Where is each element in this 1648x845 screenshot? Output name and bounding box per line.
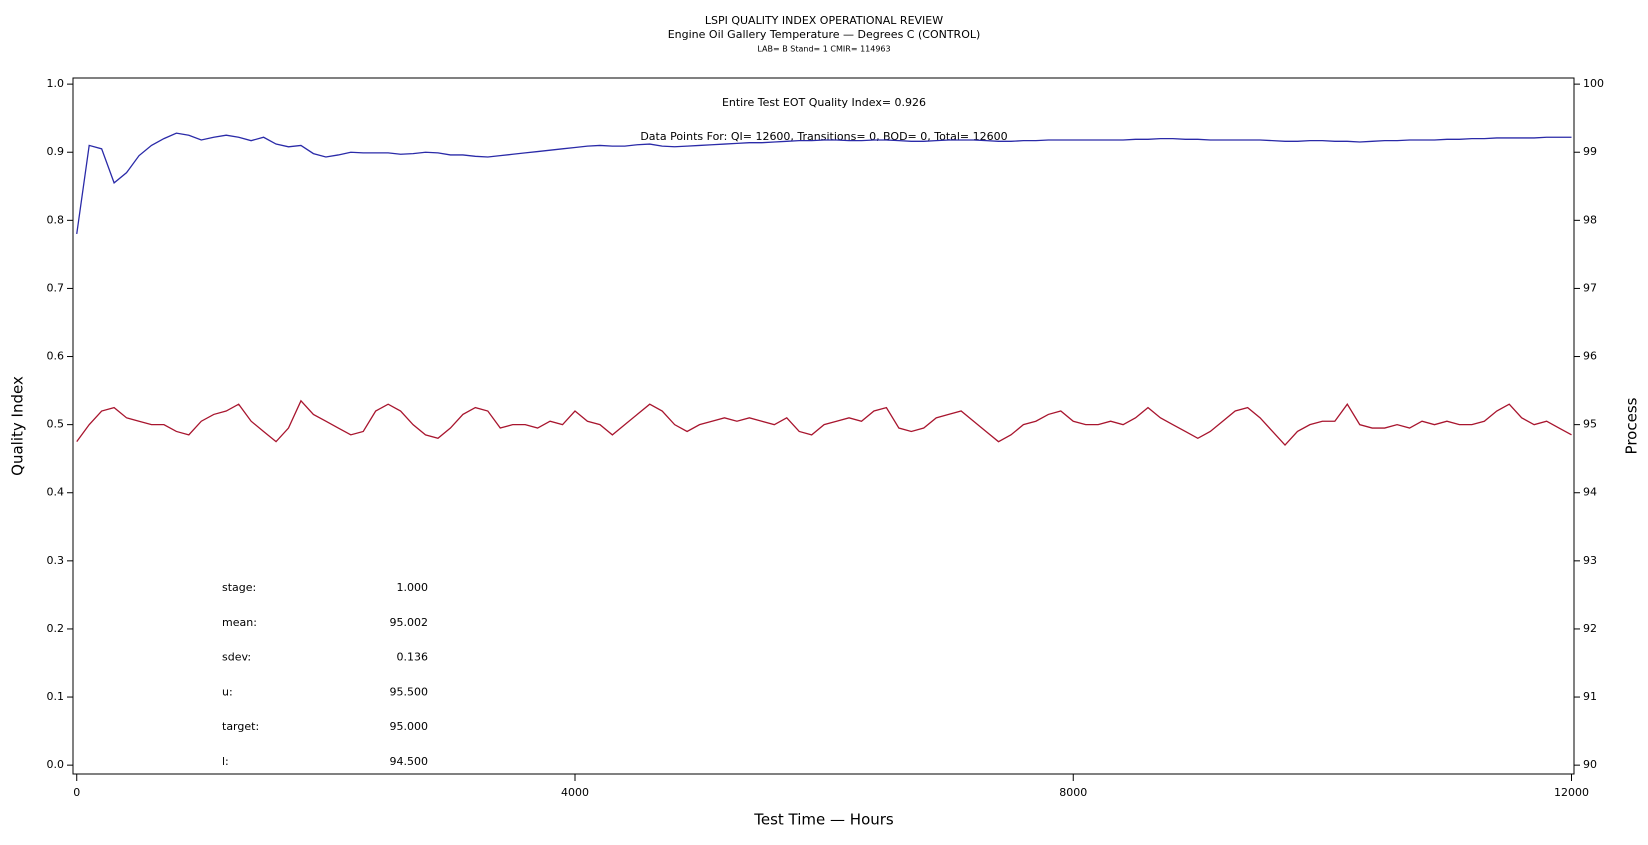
x-tick-label: 8000 xyxy=(1059,786,1087,799)
x-tick-label: 12000 xyxy=(1554,786,1589,799)
y-axis-label: Quality Index xyxy=(9,376,27,476)
y2-tick-label: 90 xyxy=(1583,758,1597,771)
data-line xyxy=(76,132,1572,235)
data-line xyxy=(76,399,1572,447)
stat-label: mean: xyxy=(222,616,257,629)
y2-tick-label: 95 xyxy=(1583,418,1597,431)
stat-label: stage: xyxy=(222,581,256,594)
stat-value: 95.002 xyxy=(390,616,429,629)
y2-tick-label: 94 xyxy=(1583,486,1597,499)
y2-tick-label: 97 xyxy=(1583,281,1597,294)
y2-tick-label: 91 xyxy=(1583,690,1597,703)
stat-label: u: xyxy=(222,685,233,698)
y-tick-label: 0.3 xyxy=(47,554,65,567)
y-tick-label: 0.9 xyxy=(47,145,65,158)
y2-tick-label: 96 xyxy=(1583,350,1597,363)
y2-tick-label: 93 xyxy=(1583,554,1597,567)
y-tick-label: 0.6 xyxy=(47,350,65,363)
annotation: Entire Test EOT Quality Index= 0.926 xyxy=(722,96,926,109)
y2-tick-label: 99 xyxy=(1583,145,1597,158)
chart-title: LSPI QUALITY INDEX OPERATIONAL REVIEW xyxy=(705,14,943,27)
y-tick-label: 0.8 xyxy=(47,213,65,226)
stat-value: 1.000 xyxy=(397,581,429,594)
chart-subtitle: Engine Oil Gallery Temperature — Degrees… xyxy=(668,28,981,41)
y2-axis-label: Process xyxy=(1623,397,1641,454)
stat-label: sdev: xyxy=(222,651,251,664)
y-tick-label: 0.1 xyxy=(47,690,65,703)
y-tick-label: 0.7 xyxy=(47,281,65,294)
y-tick-label: 0.5 xyxy=(47,418,65,431)
stat-label: target: xyxy=(222,720,259,733)
stat-value: 0.136 xyxy=(397,651,429,664)
y2-tick-label: 98 xyxy=(1583,213,1597,226)
stat-value: 94.500 xyxy=(390,755,429,768)
x-axis-label: Test Time — Hours xyxy=(753,811,894,829)
y2-tick-label: 92 xyxy=(1583,622,1597,635)
chart-subtitle: LAB= B Stand= 1 CMIR= 114963 xyxy=(757,45,890,54)
stat-value: 95.500 xyxy=(390,685,429,698)
y-tick-label: 0.0 xyxy=(47,758,65,771)
plot-frame xyxy=(72,77,1575,775)
x-tick-label: 4000 xyxy=(561,786,589,799)
y-tick-label: 0.4 xyxy=(47,486,65,499)
y2-tick-label: 100 xyxy=(1583,77,1604,90)
x-tick-label: 0 xyxy=(73,786,80,799)
annotation: Data Points For: QI= 12600, Transitions=… xyxy=(640,130,1007,143)
y-tick-label: 0.2 xyxy=(47,622,65,635)
stat-value: 95.000 xyxy=(390,720,429,733)
y-tick-label: 1.0 xyxy=(47,77,65,90)
stat-label: l: xyxy=(222,755,229,768)
